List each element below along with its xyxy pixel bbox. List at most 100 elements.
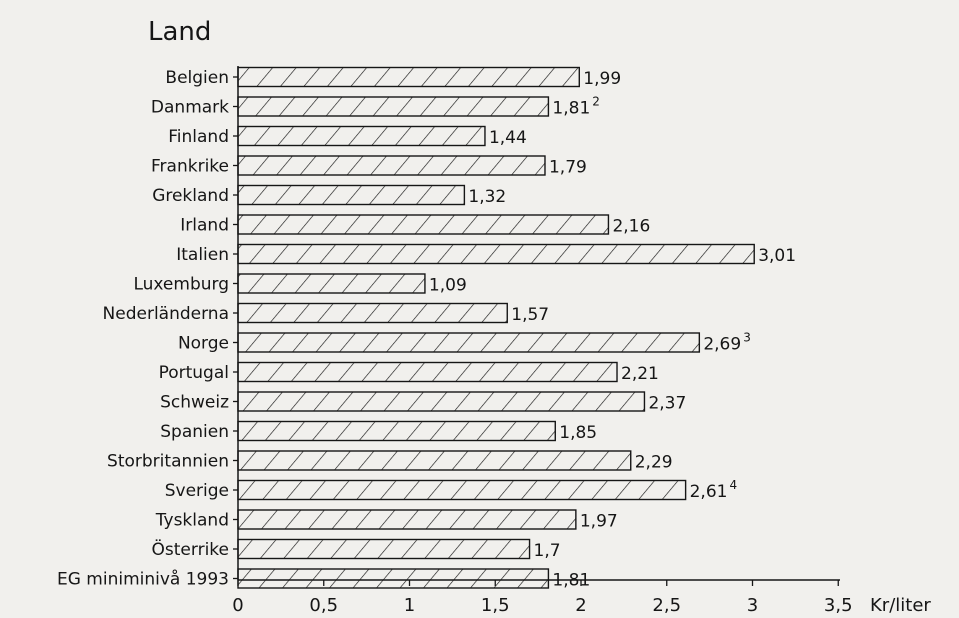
value-label: 2,61 4 (690, 478, 738, 502)
x-tick-label: 2,5 (652, 595, 681, 616)
value-label: 1,99 (583, 69, 621, 89)
value-label: 1,7 (534, 541, 561, 561)
category-label: Grekland (152, 186, 229, 206)
value-text: 1,32 (468, 187, 506, 207)
value-text: 1,57 (511, 305, 549, 325)
category-label: EG miniminivå 1993 (57, 569, 229, 590)
value-text: 2,29 (635, 453, 673, 473)
value-label: 2,21 (621, 364, 659, 384)
value-label: 1,85 (559, 423, 597, 443)
value-text: 1,7 (534, 541, 561, 561)
category-label: Nederländerna (103, 304, 229, 324)
value-label: 2,16 (612, 217, 650, 237)
category-label: Belgien (165, 68, 229, 88)
value-text: 1,85 (559, 423, 597, 443)
category-label: Danmark (151, 98, 229, 118)
value-label: 2,37 (648, 394, 686, 414)
bar (237, 568, 550, 589)
footnote-mark: 3 (743, 331, 751, 345)
x-tick-label: 0,5 (309, 595, 338, 616)
value-label: 1,32 (468, 187, 506, 207)
category-label: Sverige (165, 481, 229, 501)
category-label: Irland (180, 216, 229, 236)
x-tick-label: 1 (404, 595, 415, 616)
x-tick-label: 3 (747, 595, 758, 616)
category-label: Finland (168, 127, 229, 147)
bar-row: Italien 3,01 (176, 243, 796, 266)
value-text: 1,44 (489, 128, 527, 148)
bar (237, 509, 577, 530)
value-text: 2,61 (690, 482, 728, 502)
category-label: Österrike (152, 538, 229, 560)
bar (237, 420, 556, 442)
bar (237, 184, 466, 206)
bar (237, 479, 687, 501)
bar-row: Belgien 1,99 (165, 66, 621, 89)
y-axis-title: Land (148, 17, 211, 47)
bar (237, 302, 508, 324)
bar-row: Tyskland 1,97 (155, 509, 618, 532)
bar-row: Frankrike 1,79 (151, 155, 587, 178)
bar-row: Spanien 1,85 (160, 420, 597, 443)
value-label: 2,29 (635, 453, 673, 473)
value-label: 1,09 (429, 276, 467, 296)
value-text: 2,16 (612, 217, 650, 237)
footnote-mark: 4 (729, 478, 737, 492)
bar (237, 155, 546, 176)
bar (237, 332, 701, 353)
category-label: Storbritannien (107, 452, 229, 472)
bar (237, 243, 755, 265)
bar-row: Portugal 2,21 (159, 361, 659, 384)
bar-row: Schweiz 2,37 (160, 391, 686, 414)
bar (237, 361, 618, 383)
value-label: 1,81 2 (552, 95, 600, 119)
category-label: Norge (178, 334, 229, 354)
value-text: 1,81 (552, 99, 590, 119)
footnote-mark: 2 (592, 95, 600, 109)
bar-row: Danmark 1,81 2 (151, 95, 600, 119)
bar-row: Storbritannien 2,29 (107, 450, 673, 473)
bar (237, 214, 610, 235)
category-label: Spanien (160, 422, 229, 442)
value-label: 2,69 3 (703, 331, 751, 355)
x-tick-label: 0 (232, 595, 243, 616)
category-label: Tyskland (155, 511, 229, 531)
x-tick-label: 2 (575, 595, 586, 616)
bar-row: Luxemburg 1,09 (133, 273, 467, 296)
value-text: 2,69 (703, 335, 741, 355)
bar-row: Irland 2,16 (180, 214, 650, 237)
value-text: 2,37 (648, 394, 686, 414)
bar (237, 273, 426, 294)
value-label: 1,57 (511, 305, 549, 325)
bar-row: Finland 1,44 (168, 125, 527, 148)
category-label: Luxemburg (133, 275, 229, 295)
category-label: Frankrike (151, 157, 229, 177)
bar (237, 450, 632, 471)
bar (237, 66, 580, 88)
bar (237, 391, 646, 412)
category-label: Italien (176, 245, 229, 265)
value-label: 1,97 (580, 512, 618, 532)
bar (237, 538, 531, 560)
category-label: Schweiz (160, 393, 229, 413)
x-tick-label: 3,5 (824, 595, 853, 616)
value-label: 3,01 (758, 246, 796, 266)
x-tick-label: 1,5 (481, 595, 510, 616)
value-text: 1,99 (583, 69, 621, 89)
value-text: 2,21 (621, 364, 659, 384)
value-text: 1,97 (580, 512, 618, 532)
bar (237, 96, 550, 117)
category-label: Portugal (159, 363, 229, 383)
x-unit-label: Kr/liter (870, 595, 931, 616)
value-text: 1,09 (429, 276, 467, 296)
value-label: 1,44 (489, 128, 527, 148)
value-text: 3,01 (758, 246, 796, 266)
bar-row: Österrike 1,7 (152, 538, 561, 561)
bar-row: Nederländerna 1,57 (103, 302, 549, 325)
bar (237, 125, 486, 147)
bar-row: Sverige 2,61 4 (165, 478, 737, 502)
bar-row: Grekland 1,32 (152, 184, 506, 207)
value-text: 1,79 (549, 158, 587, 178)
bar-row: Norge 2,69 3 (178, 331, 751, 355)
